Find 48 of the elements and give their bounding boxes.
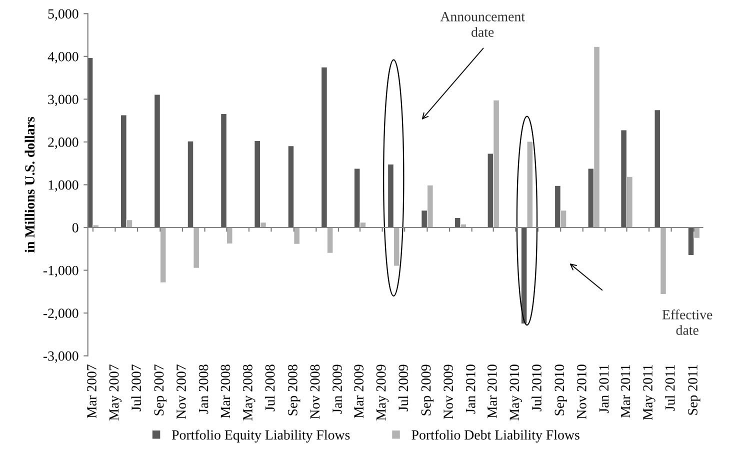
y-tick-label: 0	[72, 223, 78, 232]
annotation: Announcement date	[440, 12, 525, 37]
x-tick-label: Sep 2009	[421, 364, 434, 416]
legend-label: Portfolio Equity Liability Flows	[172, 430, 350, 442]
y-axis-title: in Millions U.S. dollars	[24, 116, 35, 253]
x-tick-label: Mar 2011	[620, 364, 630, 418]
x-tick-label: Jul 2011	[665, 364, 675, 411]
x-tick-label: May 2011	[643, 364, 656, 420]
x-tick-label: Jul 2007	[131, 364, 142, 412]
y-tick-label: 1,000	[48, 180, 78, 192]
bar	[288, 146, 294, 228]
bar	[226, 227, 233, 244]
y-tick-label: -2,000	[43, 308, 78, 320]
x-tick-label: Jan 2010	[466, 364, 476, 414]
x-tick-label: May 2008	[243, 364, 256, 420]
x-tick-label: Nov 2010	[576, 364, 586, 419]
x-tick-label: Mar 2007	[87, 364, 96, 418]
bar	[220, 113, 227, 228]
y-tick-label: 3,000	[48, 94, 78, 106]
x-tick-label: Nov 2009	[444, 364, 454, 419]
bar	[294, 227, 300, 244]
x-tick-label: May 2007	[109, 364, 122, 420]
y-tick-label: 2,000	[48, 138, 78, 149]
x-tick-label: Sep 2007	[154, 364, 166, 416]
y-tick-label: 5,000	[48, 9, 78, 21]
x-tick-label: Jan 2011	[599, 364, 609, 414]
x-tick-label: Jul 2008	[264, 364, 275, 412]
annotation: Effective date	[662, 309, 712, 335]
x-tick-label: Jan 2009	[332, 364, 342, 414]
x-tick-label: Jan 2008	[198, 364, 208, 414]
bar	[154, 94, 160, 228]
x-tick-label: May 2010	[510, 364, 522, 420]
x-tick-label: Mar 2010	[487, 364, 497, 418]
x-tick-label: May 2009	[376, 364, 389, 420]
x-tick-label: Sep 2010	[554, 364, 567, 416]
x-tick-label: Mar 2009	[354, 364, 364, 418]
x-tick-label: Mar 2008	[220, 364, 230, 418]
y-tick-label: -1,000	[43, 266, 78, 278]
y-tick-label: -3,000	[43, 351, 78, 363]
x-tick-label: Sep 2011	[688, 364, 700, 415]
x-tick-label: Nov 2008	[310, 364, 320, 419]
x-tick-label: Sep 2008	[288, 364, 300, 416]
bar	[160, 227, 166, 283]
legend-label: Portfolio Debt Liability Flows	[412, 430, 580, 442]
x-tick-label: Jul 2010	[532, 364, 542, 412]
x-tick-label: Nov 2007	[176, 364, 186, 419]
y-tick-label: 4,000	[48, 52, 78, 64]
x-tick-label: Jul 2009	[398, 364, 408, 412]
